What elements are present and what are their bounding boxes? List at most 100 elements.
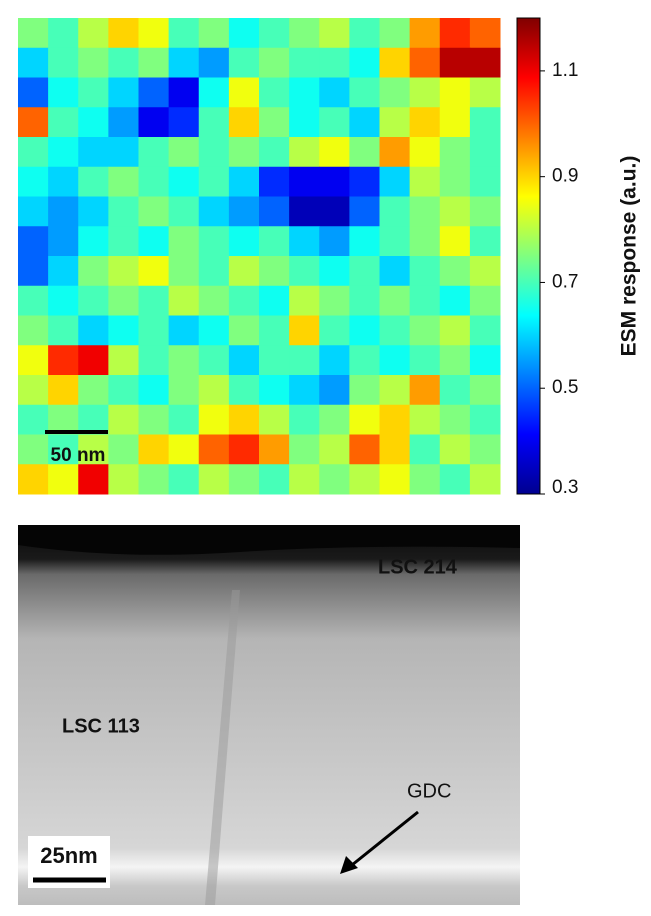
heat-cell (319, 375, 350, 406)
heat-cell (379, 256, 411, 287)
heat-cell (289, 47, 320, 78)
heat-cell (228, 375, 260, 406)
heat-cell (18, 77, 49, 108)
heat-cell (409, 434, 441, 465)
heat-cell (168, 137, 200, 168)
heat-cell (48, 404, 79, 435)
heat-cell (469, 166, 501, 197)
heat-cell (138, 137, 170, 168)
heat-cell (228, 18, 260, 49)
heat-cell (198, 345, 230, 376)
heat-cell (349, 375, 380, 406)
heat-cell (48, 464, 79, 495)
heat-cell (198, 18, 230, 49)
heat-cell (198, 77, 230, 108)
heat-cell (108, 375, 139, 406)
heat-cell (108, 18, 139, 49)
arrow (351, 810, 419, 867)
heat-cell (349, 18, 380, 49)
heat-cell (469, 464, 501, 495)
heat-cell (198, 137, 230, 168)
heat-cell (48, 137, 79, 168)
heat-cell (469, 345, 501, 376)
tem-label: LSC 113 (62, 715, 140, 737)
heat-cell (319, 77, 350, 108)
heat-cell (138, 166, 170, 197)
heat-cell (349, 107, 380, 138)
heat-cell (228, 285, 260, 316)
heat-cell (138, 18, 170, 49)
heat-cell (48, 315, 79, 346)
heat-cell (259, 256, 290, 287)
heat-cell (78, 77, 109, 108)
colorbar-tick-label: 1.1 (552, 60, 578, 81)
heat-cell (289, 226, 320, 257)
heat-cell (48, 345, 79, 376)
heat-cell (289, 464, 320, 495)
heat-cell (349, 77, 380, 108)
colorbar-tick-label: 0.3 (552, 477, 578, 498)
heat-cell (439, 345, 471, 376)
heat-cell (409, 256, 441, 287)
heat-cell (228, 345, 260, 376)
heat-cell (259, 196, 290, 227)
heat-cell (78, 375, 109, 406)
heat-cell (439, 137, 471, 168)
heat-cell (349, 315, 380, 346)
heat-cell (138, 345, 170, 376)
heat-cell (138, 196, 170, 227)
heat-cell (198, 434, 230, 465)
heat-cell (18, 107, 49, 138)
heat-cell (168, 256, 200, 287)
heat-cell (409, 315, 441, 346)
heat-cell (168, 315, 200, 346)
heat-cell (228, 226, 260, 257)
heat-cell (259, 226, 290, 257)
heat-cell (439, 77, 471, 108)
heat-cell (469, 196, 501, 227)
heat-cell (439, 375, 471, 406)
heat-cell (18, 404, 49, 435)
heat-cell (228, 166, 260, 197)
heat-cell (168, 345, 200, 376)
heat-cell (18, 166, 49, 197)
heat-cell (349, 226, 380, 257)
heat-cell (469, 226, 501, 257)
heat-cell (409, 464, 441, 495)
heat-cell (108, 226, 139, 257)
heat-cell (108, 256, 139, 287)
heat-cell (228, 315, 260, 346)
heat-cell (48, 434, 79, 465)
heat-cell (379, 107, 411, 138)
heat-cell (409, 196, 441, 227)
heat-cell (439, 226, 471, 257)
heat-cell (349, 166, 380, 197)
heat-cell (379, 434, 411, 465)
heat-cell (439, 315, 471, 346)
heat-cell (78, 47, 109, 78)
heat-cell (319, 404, 350, 435)
heat-cell (439, 404, 471, 435)
heat-cell (108, 315, 139, 346)
heat-cell (469, 404, 501, 435)
colorbar-tick-label: 0.9 (552, 166, 578, 187)
heat-cell (409, 107, 441, 138)
heat-cell (78, 345, 109, 376)
heat-cell (198, 196, 230, 227)
heat-cell (319, 166, 350, 197)
heat-cell (138, 77, 170, 108)
heat-cell (289, 77, 320, 108)
colorbar (516, 17, 541, 495)
heat-cell (78, 226, 109, 257)
heat-cell (78, 256, 109, 287)
heat-cell (259, 107, 290, 138)
heat-cell (379, 345, 411, 376)
heat-cell (379, 47, 411, 78)
heat-cell (469, 18, 501, 49)
heat-cell (18, 464, 49, 495)
heat-cell (18, 226, 49, 257)
heat-cell (168, 107, 200, 138)
heat-cell (349, 464, 380, 495)
heat-cell (289, 434, 320, 465)
